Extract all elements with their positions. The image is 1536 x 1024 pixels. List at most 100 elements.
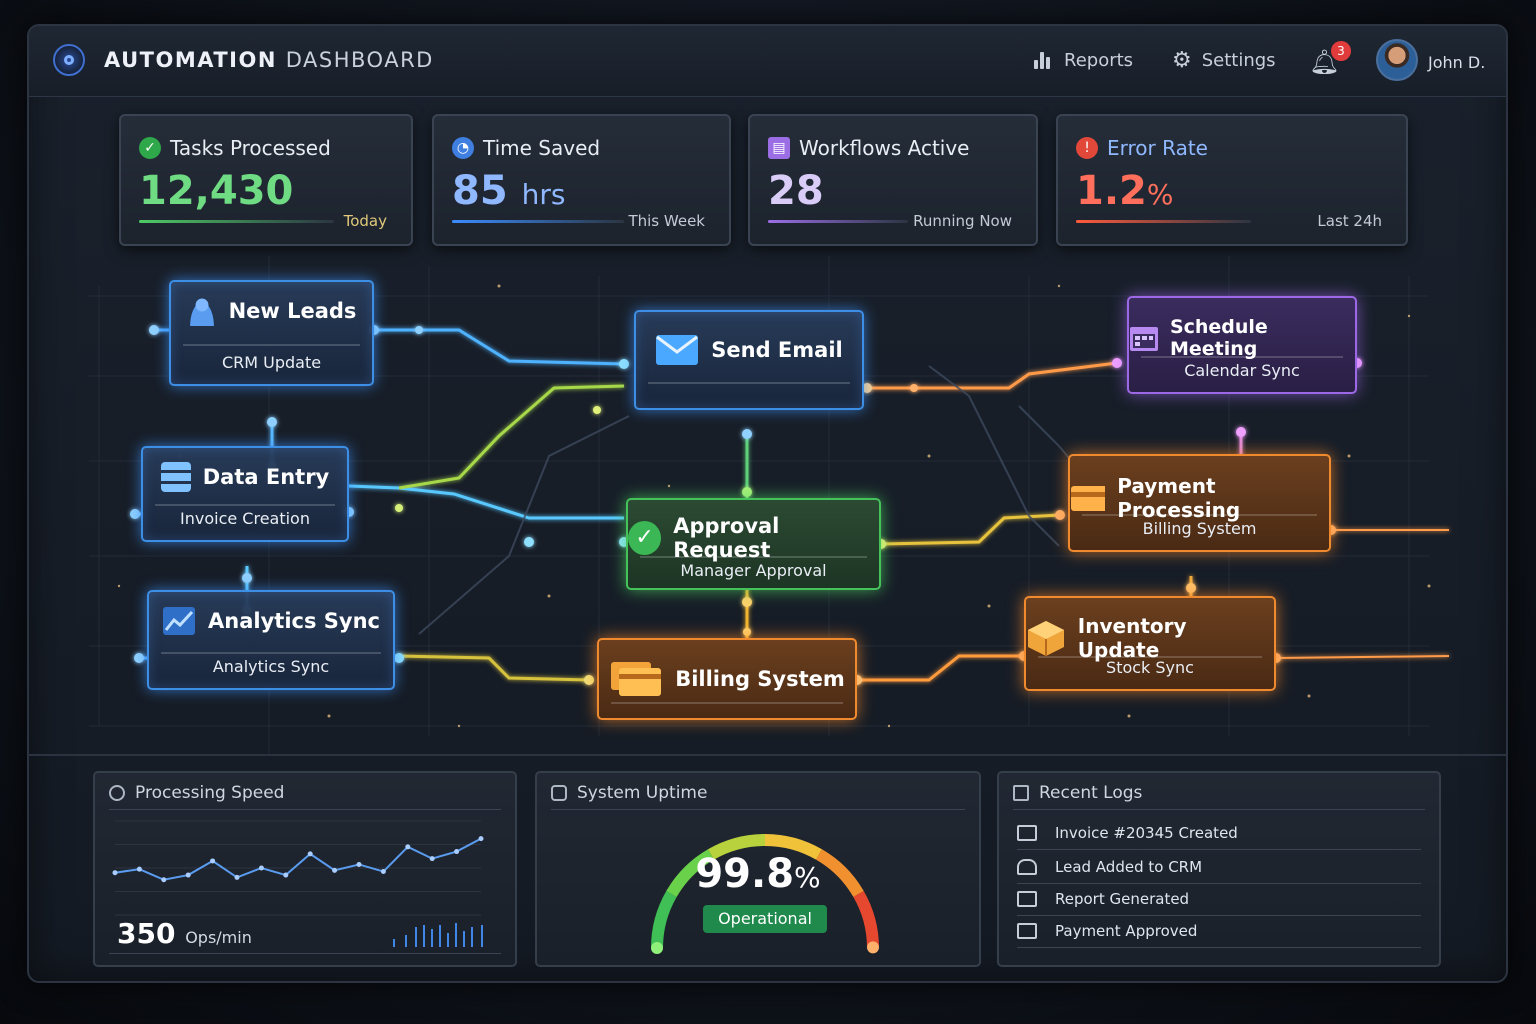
gauge-segment xyxy=(666,849,715,898)
credit-card-icon xyxy=(611,662,662,696)
layers-icon: ▤ xyxy=(768,137,790,159)
box-icon xyxy=(1028,621,1064,656)
log-row[interactable]: Payment Approved xyxy=(1017,915,1421,948)
speed-line-chart xyxy=(112,820,484,916)
dashboard-window: AUTOMATION DASHBOARD Reports ⚙ Settings … xyxy=(27,24,1508,983)
stat-label: Workflows Active xyxy=(799,136,970,160)
gauge-segment xyxy=(708,834,766,860)
stat-value: 1.2% xyxy=(1076,168,1174,214)
node-title: Schedule Meeting xyxy=(1169,316,1268,360)
node-subtitle: Billing System xyxy=(1142,519,1257,538)
gauge-segment xyxy=(853,891,879,949)
gauge-level-dot xyxy=(866,941,879,954)
node-subtitle: Stock Sync xyxy=(1106,658,1194,677)
node-subtitle: Manager Approval xyxy=(680,561,827,580)
data-point xyxy=(234,874,240,880)
app-logo-icon[interactable] xyxy=(53,44,85,76)
data-point xyxy=(478,836,484,842)
wallet-icon xyxy=(1071,486,1106,511)
data-point xyxy=(356,861,362,867)
uptime-gauge xyxy=(651,834,879,954)
stat-progress-line xyxy=(768,220,908,223)
data-point xyxy=(258,865,264,871)
log-row[interactable]: Lead Added to CRM xyxy=(1017,851,1421,884)
notification-badge: 3 xyxy=(1331,41,1351,61)
data-point xyxy=(283,872,289,878)
stat-label: Error Rate xyxy=(1107,136,1208,160)
stat-sub: Running Now xyxy=(913,212,1012,230)
stat-label: Time Saved xyxy=(483,136,601,160)
user-icon xyxy=(186,296,217,326)
data-point xyxy=(112,870,118,876)
nav-reports[interactable]: Reports xyxy=(1032,50,1133,71)
node-data-entry[interactable]: Data Entry Invoice Creation xyxy=(141,446,349,542)
node-send-email[interactable]: Send Email xyxy=(634,310,864,410)
log-text: Invoice #20345 Created xyxy=(1055,824,1238,842)
uptime-icon xyxy=(551,785,567,801)
data-point xyxy=(429,856,435,862)
node-schedule-meeting[interactable]: Schedule Meeting Calendar Sync xyxy=(1127,296,1357,394)
uptime-value: 99.8% xyxy=(695,851,821,897)
node-title: Inventory Update xyxy=(1077,614,1187,662)
speed-value: 350 xyxy=(117,917,176,950)
stat-value: 85 hrs xyxy=(452,168,566,214)
data-point xyxy=(454,849,460,855)
series-line xyxy=(114,837,482,881)
data-point xyxy=(136,866,142,872)
section-divider xyxy=(29,754,1506,756)
database-icon xyxy=(160,462,191,492)
report-icon xyxy=(1017,891,1037,907)
nav-settings[interactable]: ⚙ Settings xyxy=(1172,49,1276,71)
node-title: Data Entry xyxy=(202,465,330,489)
stat-progress-line xyxy=(1076,220,1251,223)
workflow-canvas[interactable]: New Leads CRM Update Data Entry Invoice … xyxy=(29,256,1506,756)
stat-progress-line xyxy=(452,220,624,223)
panel-system-uptime: System Uptime 99.8% Operational xyxy=(535,771,981,967)
user-name[interactable]: John D. xyxy=(1428,53,1486,72)
avatar[interactable] xyxy=(1376,39,1418,81)
log-row[interactable]: Invoice #20345 Created xyxy=(1017,817,1421,850)
stat-card-error: ! Error Rate 1.2% Last 24h xyxy=(1056,114,1408,246)
logs-icon xyxy=(1013,785,1029,801)
app-title: AUTOMATION DASHBOARD xyxy=(104,48,434,72)
log-text: Lead Added to CRM xyxy=(1055,858,1203,876)
stat-value: 28 xyxy=(768,168,824,214)
node-approval-request[interactable]: ✓ Approval Request Manager Approval xyxy=(626,498,881,590)
node-new-leads[interactable]: New Leads CRM Update xyxy=(169,280,374,386)
stat-sub: This Week xyxy=(628,212,705,230)
data-point xyxy=(380,869,386,875)
node-title: Send Email xyxy=(711,338,843,362)
data-point xyxy=(185,872,191,878)
node-analytics-sync[interactable]: Analytics Sync Analytics Sync xyxy=(147,590,395,690)
user-icon xyxy=(1017,859,1037,875)
status-badge: Operational xyxy=(703,905,827,933)
data-point xyxy=(307,851,313,857)
node-title: Payment Processing xyxy=(1117,474,1241,522)
node-title: Analytics Sync xyxy=(208,609,380,633)
panel-title: Processing Speed xyxy=(135,783,285,803)
payment-icon xyxy=(1017,923,1037,939)
gauge-segment xyxy=(764,834,822,860)
gauge-segment xyxy=(651,891,677,949)
node-subtitle: CRM Update xyxy=(221,353,322,372)
stat-card-time: ◔ Time Saved 85 hrs This Week xyxy=(432,114,731,246)
data-point xyxy=(405,844,411,850)
gauge-start-dot xyxy=(651,942,663,954)
node-billing-system[interactable]: Billing System xyxy=(597,638,857,720)
stat-card-tasks: ✓ Tasks Processed 12,430 Today xyxy=(119,114,413,246)
stat-label: Tasks Processed xyxy=(170,136,331,160)
alert-icon: ! xyxy=(1076,137,1098,159)
nav-reports-label: Reports xyxy=(1064,50,1134,71)
speed-unit: Ops/min xyxy=(185,928,252,947)
calendar-icon xyxy=(1130,327,1158,351)
bar-chart-icon xyxy=(1032,51,1054,71)
node-title: New Leads xyxy=(228,299,357,323)
log-row[interactable]: Report Generated xyxy=(1017,883,1421,916)
panel-title: System Uptime xyxy=(577,783,708,803)
node-payment-processing[interactable]: Payment Processing Billing System xyxy=(1068,454,1331,552)
speed-sparkbars xyxy=(393,923,483,947)
node-title: Billing System xyxy=(675,667,845,691)
node-inventory-update[interactable]: Inventory Update Stock Sync xyxy=(1024,596,1276,691)
node-subtitle: Calendar Sync xyxy=(1184,361,1300,380)
stat-progress-line xyxy=(139,220,334,223)
